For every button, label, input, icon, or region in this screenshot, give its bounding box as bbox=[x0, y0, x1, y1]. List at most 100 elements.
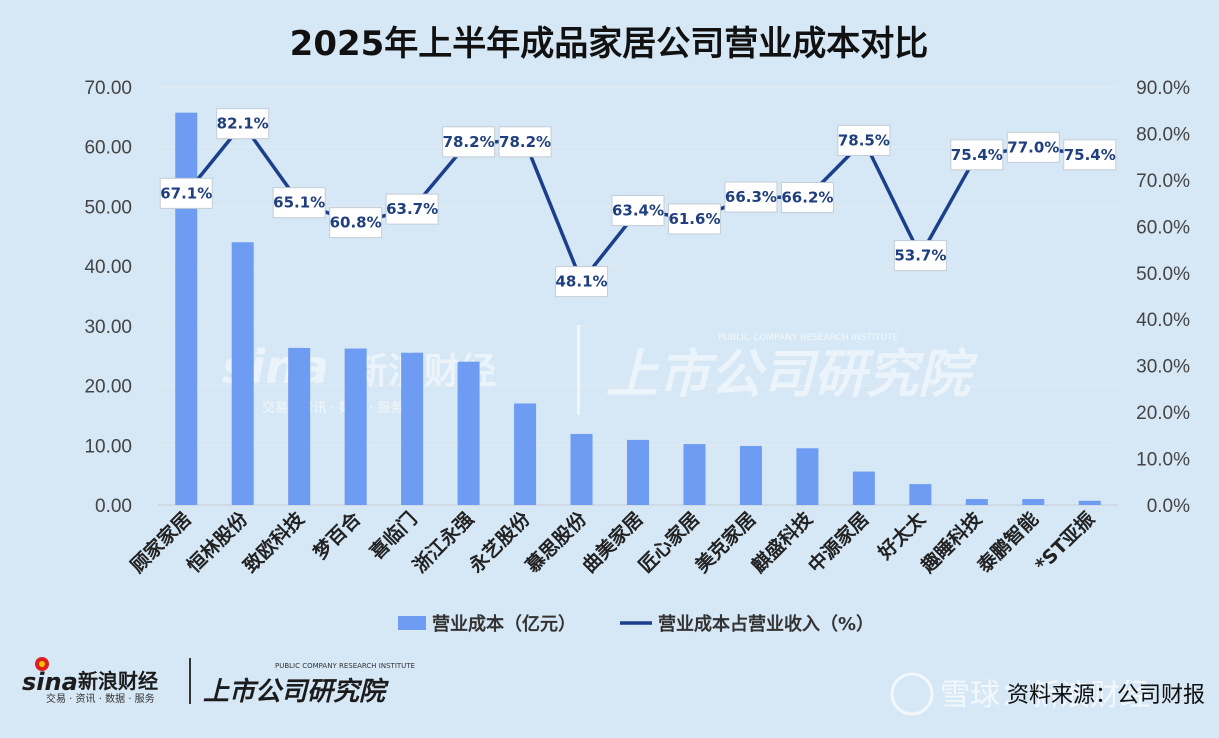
source-note: 资料来源：公司财报 bbox=[1007, 683, 1205, 708]
category-label: 喜临门 bbox=[365, 507, 422, 564]
left-tick-label: 50.00 bbox=[84, 197, 132, 218]
data-label-text: 60.8% bbox=[330, 214, 382, 232]
watermark-institute-cn: 上市公司研究院 bbox=[606, 345, 978, 405]
data-label-box bbox=[837, 124, 891, 156]
bar bbox=[175, 112, 198, 506]
line-data-label: 82.1% bbox=[216, 108, 270, 140]
data-label-box bbox=[442, 126, 496, 158]
line-data-label: 66.2% bbox=[780, 182, 834, 214]
data-label-text: 66.2% bbox=[781, 189, 833, 207]
left-axis-ticks: 0.00 10.00 20.00 30.00 40.00 50.00 60.00 70.00 bbox=[84, 78, 132, 517]
data-label-box bbox=[498, 126, 552, 158]
category-label: 泰鹏智能 bbox=[972, 507, 1043, 578]
data-label-box bbox=[159, 177, 213, 209]
left-tick-label: 10.00 bbox=[84, 436, 132, 457]
category-label: 匠心家居 bbox=[634, 507, 704, 577]
xueqiu-logo-icon bbox=[890, 672, 934, 716]
category-label: 美克家居 bbox=[690, 507, 760, 577]
right-tick-label: 10.0% bbox=[1136, 450, 1190, 471]
bar bbox=[965, 499, 988, 505]
watermark-institute-en: PUBLIC COMPANY RESEARCH INSTITUTE bbox=[718, 333, 898, 343]
bar bbox=[739, 445, 762, 505]
line-data-label: 78.5% bbox=[837, 124, 891, 156]
data-label-box bbox=[1006, 131, 1060, 163]
center-watermark: sina 新浪财经 交易 · 资讯 · 数据 · 服务 上市公司研究院 PUBL… bbox=[222, 325, 978, 416]
data-label-text: 78.5% bbox=[838, 131, 890, 149]
right-tick-label: 60.0% bbox=[1136, 217, 1190, 238]
xueqiu-text: 雪球：新浪财经 bbox=[940, 678, 1150, 713]
category-label: 永艺股份 bbox=[464, 507, 535, 578]
bar bbox=[570, 433, 593, 505]
line-data-label: 75.4% bbox=[950, 139, 1004, 171]
bar bbox=[457, 361, 480, 505]
data-label-text: 63.4% bbox=[612, 202, 664, 220]
legend-bar-swatch bbox=[398, 616, 426, 630]
category-label: 顾家家居 bbox=[126, 507, 196, 577]
bar bbox=[231, 242, 254, 505]
bar bbox=[1078, 500, 1101, 505]
data-label-box bbox=[950, 139, 1004, 171]
category-label: 浙江永强 bbox=[408, 507, 478, 577]
watermark-sina-sub: 交易 · 资讯 · 数据 · 服务 bbox=[262, 400, 403, 416]
left-tick-label: 40.00 bbox=[84, 257, 132, 278]
data-label-box bbox=[555, 266, 609, 298]
line-data-label: 78.2% bbox=[442, 126, 496, 158]
data-label-text: 75.4% bbox=[1064, 146, 1116, 164]
data-label-text: 66.3% bbox=[725, 188, 777, 206]
bar bbox=[627, 439, 649, 505]
sina-finance-logo: sina 新浪财经 交易 · 资讯 · 数据 · 服务 bbox=[22, 657, 158, 705]
data-label-box bbox=[611, 195, 665, 227]
data-label-box bbox=[216, 108, 270, 140]
bar bbox=[852, 471, 875, 505]
line-data-label: 48.1% bbox=[555, 266, 609, 298]
legend: 营业成本（亿元） 营业成本占营业收入（%） bbox=[398, 613, 874, 635]
left-tick-label: 70.00 bbox=[84, 78, 132, 99]
category-label: 梦百合 bbox=[309, 507, 366, 564]
bar bbox=[1022, 499, 1045, 505]
line-data-label: 65.1% bbox=[272, 187, 326, 219]
right-axis-ticks: 0.0% 10.0% 20.0% 30.0% 40.0% 50.0% 60.0% 70.0% 8… bbox=[1136, 78, 1190, 517]
data-label-box bbox=[272, 187, 326, 219]
data-label-box bbox=[667, 203, 721, 235]
line-data-label: 53.7% bbox=[893, 240, 947, 272]
right-tick-label: 20.0% bbox=[1136, 403, 1190, 424]
institute-cn-text: 上市公司研究院 bbox=[203, 677, 389, 707]
data-label-text: 78.2% bbox=[443, 133, 495, 151]
chart-title: 2025年上半年成品家居公司营业成本对比 bbox=[290, 24, 929, 64]
data-label-text: 75.4% bbox=[951, 146, 1003, 164]
category-label: 曲美家居 bbox=[578, 507, 648, 577]
bar bbox=[288, 347, 311, 505]
sina-logo-text: sina bbox=[22, 668, 78, 696]
line-data-label: 60.8% bbox=[329, 207, 383, 239]
sina-sub-text: 交易 · 资讯 · 数据 · 服务 bbox=[46, 692, 155, 705]
right-tick-label: 90.0% bbox=[1136, 78, 1190, 99]
data-label-text: 53.7% bbox=[894, 247, 946, 265]
right-tick-label: 50.0% bbox=[1136, 264, 1190, 285]
data-label-box bbox=[893, 240, 947, 272]
category-label: *ST亚振 bbox=[1030, 507, 1099, 576]
institute-logo: PUBLIC COMPANY RESEARCH INSTITUTE 上市公司研究… bbox=[203, 662, 415, 707]
category-label: 恒林股份 bbox=[182, 507, 253, 578]
line-data-label: 78.2% bbox=[498, 126, 552, 158]
data-label-text: 61.6% bbox=[668, 210, 720, 228]
data-label-text: 65.1% bbox=[273, 194, 325, 212]
category-label: 中源家居 bbox=[803, 507, 873, 577]
xueqiu-watermark: 雪球：新浪财经 bbox=[890, 672, 1150, 716]
data-label-box bbox=[1063, 139, 1117, 171]
bar bbox=[514, 403, 537, 505]
right-tick-label: 70.0% bbox=[1136, 171, 1190, 192]
right-tick-label: 0.0% bbox=[1147, 496, 1190, 517]
sina-cn-text: 新浪财经 bbox=[78, 669, 158, 693]
bar bbox=[344, 348, 367, 505]
category-label: 麒盛科技 bbox=[747, 507, 818, 578]
data-label-text: 82.1% bbox=[217, 115, 269, 133]
bar bbox=[909, 484, 932, 505]
line-data-label: 67.1% bbox=[159, 177, 213, 209]
line-data-label: 75.4% bbox=[1063, 139, 1117, 171]
left-tick-label: 20.00 bbox=[84, 377, 132, 398]
right-tick-label: 30.0% bbox=[1136, 357, 1190, 378]
data-label-text: 77.0% bbox=[1007, 138, 1059, 156]
left-tick-label: 30.00 bbox=[84, 317, 132, 338]
data-label-text: 78.2% bbox=[499, 133, 551, 151]
